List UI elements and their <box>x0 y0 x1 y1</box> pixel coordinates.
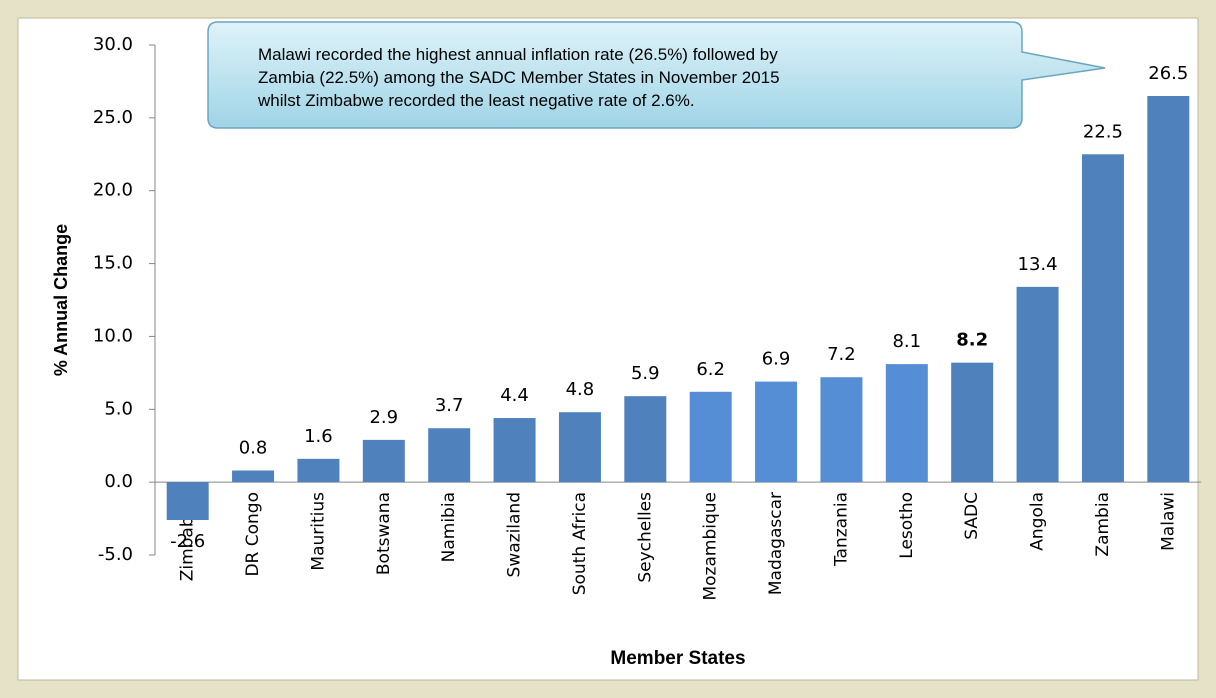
bar <box>820 377 863 483</box>
x-tick-label: DR Congo <box>243 492 263 577</box>
value-label: 4.8 <box>566 379 595 400</box>
annotation: Malawi recorded the highest annual infla… <box>258 45 778 64</box>
value-label: 22.5 <box>1083 121 1123 142</box>
bar <box>428 428 471 483</box>
value-label: -2.6 <box>170 531 205 552</box>
x-tick-label: Mauritius <box>308 492 328 571</box>
annotation: whilst Zimbabwe recorded the least negat… <box>257 91 695 110</box>
bar <box>1147 96 1190 483</box>
y-tick-label: -5.0 <box>98 544 133 565</box>
x-tick-label: SADC <box>962 492 982 540</box>
bar <box>558 412 601 483</box>
x-tick-label: Lesotho <box>897 492 917 559</box>
y-axis-label: % Annual Change <box>51 224 71 376</box>
value-label: 6.9 <box>762 349 791 370</box>
value-label: 3.7 <box>435 395 464 416</box>
value-label: 5.9 <box>631 363 660 384</box>
bar <box>1016 286 1059 483</box>
y-tick-label: 30.0 <box>93 34 133 55</box>
value-label: 13.4 <box>1018 254 1058 275</box>
x-tick-label: South Africa <box>570 492 590 595</box>
x-tick-label: Swaziland <box>505 492 525 577</box>
annotation: Zambia (22.5%) among the SADC Member Sta… <box>258 68 780 87</box>
y-tick-label: 0.0 <box>104 471 133 492</box>
value-label: 8.1 <box>892 331 921 352</box>
bar <box>362 439 405 483</box>
bar <box>1081 154 1124 483</box>
x-tick-label: Malawi <box>1158 492 1178 551</box>
bar <box>232 470 275 483</box>
value-label: 2.9 <box>369 407 398 428</box>
x-tick-label: Namibia <box>439 492 459 562</box>
bar <box>755 381 798 483</box>
value-label: 7.2 <box>827 344 856 365</box>
value-label: 8.2 <box>956 330 988 351</box>
bar <box>624 396 667 483</box>
x-tick-label: Mozambique <box>701 492 721 601</box>
bar <box>297 458 340 483</box>
value-label: 6.2 <box>696 359 725 380</box>
value-label: 0.8 <box>239 437 268 458</box>
bar <box>166 482 209 521</box>
y-tick-label: 15.0 <box>93 253 133 274</box>
value-label: 1.6 <box>304 426 333 447</box>
bar <box>951 362 994 483</box>
value-label: 26.5 <box>1148 63 1188 84</box>
x-tick-label: Madagascar <box>766 492 786 595</box>
value-label: 4.4 <box>500 385 529 406</box>
bar <box>689 391 732 483</box>
callout <box>207 21 1106 129</box>
x-tick-label: Zambia <box>1093 492 1113 557</box>
x-tick-label: Angola <box>1028 492 1048 551</box>
x-tick-label: Seychelles <box>635 492 655 583</box>
bar <box>885 364 928 483</box>
y-tick-label: 20.0 <box>93 180 133 201</box>
x-axis-label: Member States <box>610 648 745 669</box>
y-tick-label: 25.0 <box>93 107 133 128</box>
y-tick-label: 10.0 <box>93 325 133 346</box>
x-tick-label: Tanzania <box>831 492 851 567</box>
bar <box>493 418 536 483</box>
y-tick-label: 5.0 <box>104 398 133 419</box>
x-tick-label: Botswana <box>374 492 394 575</box>
